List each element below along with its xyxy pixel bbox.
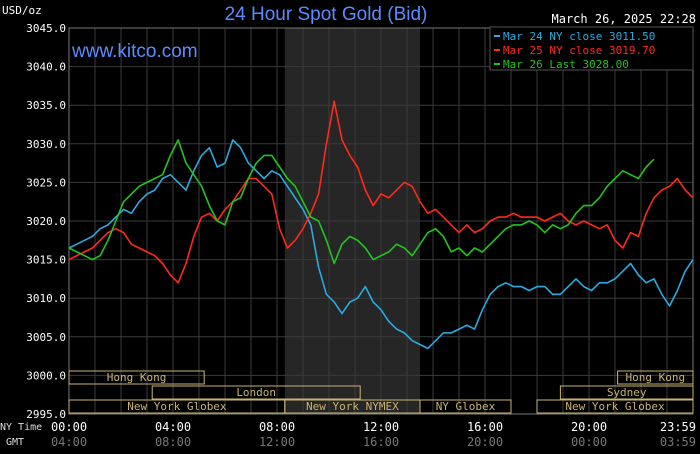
x-tick-label-ny: 04:00 bbox=[155, 420, 191, 434]
plot-frame bbox=[68, 27, 694, 415]
y-tick-label: 3015.0 bbox=[26, 254, 66, 267]
y-tick-label: 3020.0 bbox=[26, 215, 66, 228]
x-tick-label-gmt: 08:00 bbox=[155, 435, 191, 449]
y-tick-label: 3005.0 bbox=[26, 331, 66, 344]
x-tick-label-gmt: 12:00 bbox=[259, 435, 295, 449]
market-session-label: New York Globex bbox=[127, 400, 227, 413]
y-tick-label: 3035.0 bbox=[26, 99, 66, 112]
market-session-label: London bbox=[236, 386, 276, 399]
market-session-box bbox=[419, 399, 512, 414]
market-session-label: NY Globex bbox=[436, 400, 496, 413]
timestamp: March 26, 2025 22:28 bbox=[552, 12, 697, 26]
ny-time-row-label: NY Time bbox=[0, 422, 42, 433]
legend-box bbox=[489, 26, 694, 71]
legend-entry: Mar 25 NY close 3019.70 bbox=[503, 44, 655, 57]
market-session-box bbox=[617, 370, 694, 385]
y-tick-label: 3030.0 bbox=[26, 138, 66, 151]
y-tick-label: 3040.0 bbox=[26, 61, 66, 74]
x-tick-label-ny: 16:00 bbox=[467, 420, 503, 434]
x-tick-label-ny: 00:00 bbox=[51, 420, 87, 434]
market-session-label: Hong Kong bbox=[107, 371, 167, 384]
market-session-box bbox=[536, 399, 694, 414]
x-tick-label-ny: 23:59 bbox=[660, 420, 696, 434]
page-title: 24 Hour Spot Gold (Bid) bbox=[225, 4, 428, 25]
market-session-box bbox=[68, 370, 205, 385]
unit-label: USD/oz bbox=[2, 4, 42, 17]
y-tick-label: 3045.0 bbox=[26, 22, 66, 35]
market-session-box bbox=[151, 385, 361, 400]
x-tick-label-gmt: 00:00 bbox=[571, 435, 607, 449]
gmt-row-label: GMT bbox=[6, 437, 24, 448]
legend-entry: Mar 26 Last 3028.00 bbox=[503, 58, 629, 71]
market-session-box bbox=[559, 385, 694, 400]
y-tick-label: 3025.0 bbox=[26, 176, 66, 189]
y-tick-label: 3010.0 bbox=[26, 292, 66, 305]
x-tick-label-ny: 12:00 bbox=[363, 420, 399, 434]
market-session-label: Sydney bbox=[607, 386, 647, 399]
watermark: www.kitco.com bbox=[71, 41, 198, 62]
series-line-1 bbox=[68, 139, 694, 350]
market-session-label: New York Globex bbox=[565, 400, 665, 413]
market-session-label: New York NYMEX bbox=[306, 400, 399, 413]
x-tick-label-gmt: 03:59 bbox=[660, 435, 696, 449]
x-tick-label-ny: 08:00 bbox=[259, 420, 295, 434]
series-line-3 bbox=[68, 139, 655, 265]
y-tick-label: 3000.0 bbox=[26, 369, 66, 382]
market-session-label: Hong Kong bbox=[625, 371, 685, 384]
series-line-2 bbox=[68, 100, 694, 284]
x-tick-label-gmt: 16:00 bbox=[363, 435, 399, 449]
legend-entry: Mar 24 NY close 3011.50 bbox=[503, 30, 655, 43]
x-tick-label-gmt: 04:00 bbox=[51, 435, 87, 449]
y-tick-label: 2995.0 bbox=[26, 408, 66, 421]
x-tick-label-gmt: 20:00 bbox=[467, 435, 503, 449]
x-tick-label-ny: 20:00 bbox=[571, 420, 607, 434]
